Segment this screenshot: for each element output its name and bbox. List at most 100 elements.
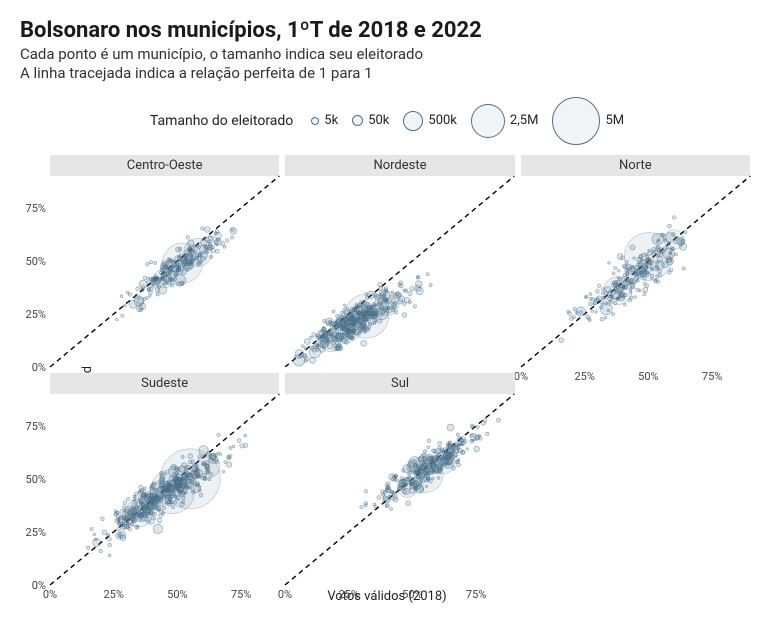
data-point xyxy=(486,432,489,435)
x-tick-label: 25% xyxy=(339,588,359,601)
data-point xyxy=(183,265,186,268)
data-point xyxy=(151,483,156,488)
data-point xyxy=(164,471,167,474)
data-point xyxy=(323,326,326,329)
data-point xyxy=(373,321,376,324)
data-point xyxy=(365,501,368,504)
data-point xyxy=(405,288,408,291)
data-point xyxy=(156,495,161,500)
data-point xyxy=(629,290,632,293)
data-point xyxy=(177,282,180,285)
x-tick-label: 0% xyxy=(514,370,528,383)
data-point xyxy=(429,283,432,286)
data-point xyxy=(478,434,481,437)
data-point xyxy=(667,224,671,228)
data-point xyxy=(457,462,461,466)
data-point xyxy=(149,260,152,263)
data-point xyxy=(665,232,674,241)
data-point xyxy=(158,285,161,288)
data-point xyxy=(413,480,420,487)
data-point xyxy=(378,294,382,298)
data-point xyxy=(327,321,330,324)
data-point xyxy=(94,537,97,540)
data-point xyxy=(355,303,358,306)
data-point xyxy=(141,512,143,514)
data-point xyxy=(395,310,399,314)
data-point xyxy=(312,332,316,336)
panel-title: Norte xyxy=(521,155,750,176)
data-point xyxy=(474,446,480,452)
data-point xyxy=(149,518,154,523)
data-point xyxy=(318,335,322,339)
data-point xyxy=(428,472,431,475)
data-point xyxy=(383,499,387,503)
data-point xyxy=(229,446,232,449)
data-point xyxy=(360,325,363,328)
data-point xyxy=(205,244,209,248)
data-point xyxy=(573,307,576,310)
y-tick-label: 25% xyxy=(26,307,46,320)
data-point xyxy=(186,268,189,271)
x-tick-label: 0% xyxy=(278,588,292,601)
data-point xyxy=(90,527,93,530)
data-point xyxy=(343,339,347,343)
data-point xyxy=(305,346,308,349)
data-point xyxy=(335,321,339,325)
chart-area: Votos válidos (2022) Centro-Oeste0%25%50… xyxy=(50,155,750,585)
data-point xyxy=(604,291,608,295)
data-point xyxy=(584,295,587,298)
data-point xyxy=(217,452,220,455)
legend-item: 50k xyxy=(352,113,389,128)
data-point xyxy=(423,456,426,459)
data-point xyxy=(101,516,105,520)
data-point xyxy=(168,486,175,493)
data-point xyxy=(201,226,204,229)
data-point xyxy=(457,438,460,441)
data-point xyxy=(143,515,145,517)
data-point xyxy=(657,254,660,257)
data-point xyxy=(304,359,307,362)
data-point xyxy=(303,354,306,357)
data-point xyxy=(595,289,599,293)
data-point xyxy=(391,302,395,306)
data-point xyxy=(157,518,162,523)
data-point xyxy=(153,524,163,534)
data-point xyxy=(227,461,232,466)
data-point xyxy=(93,533,96,536)
data-point xyxy=(371,305,374,308)
data-point xyxy=(405,297,411,303)
data-point xyxy=(159,271,162,274)
data-point xyxy=(333,336,339,342)
data-point xyxy=(326,337,330,341)
data-point xyxy=(623,303,626,306)
data-point xyxy=(119,531,126,538)
legend-item-label: 5M xyxy=(605,113,624,128)
data-point xyxy=(589,292,592,295)
data-point xyxy=(168,500,171,503)
data-point xyxy=(139,501,144,506)
data-point xyxy=(600,317,604,321)
chart-title: Bolsonaro nos municípios, 1ºT de 2018 e … xyxy=(20,18,754,43)
data-point xyxy=(209,247,211,249)
data-point xyxy=(611,283,615,287)
data-point xyxy=(102,529,107,534)
data-point xyxy=(169,266,171,268)
data-point xyxy=(440,455,443,458)
data-point xyxy=(160,502,164,506)
data-point xyxy=(446,457,449,460)
data-point xyxy=(353,331,356,334)
data-point xyxy=(156,276,159,279)
data-point xyxy=(126,497,129,500)
data-point xyxy=(341,329,345,333)
data-point xyxy=(658,269,662,273)
data-point xyxy=(123,304,126,307)
data-point xyxy=(339,321,342,324)
data-point xyxy=(365,489,368,492)
data-point xyxy=(215,249,219,253)
data-point xyxy=(173,277,176,280)
legend-circle-icon xyxy=(352,115,363,126)
data-point xyxy=(607,309,610,312)
data-point xyxy=(169,277,173,281)
data-point xyxy=(672,215,676,219)
data-point xyxy=(370,312,373,315)
